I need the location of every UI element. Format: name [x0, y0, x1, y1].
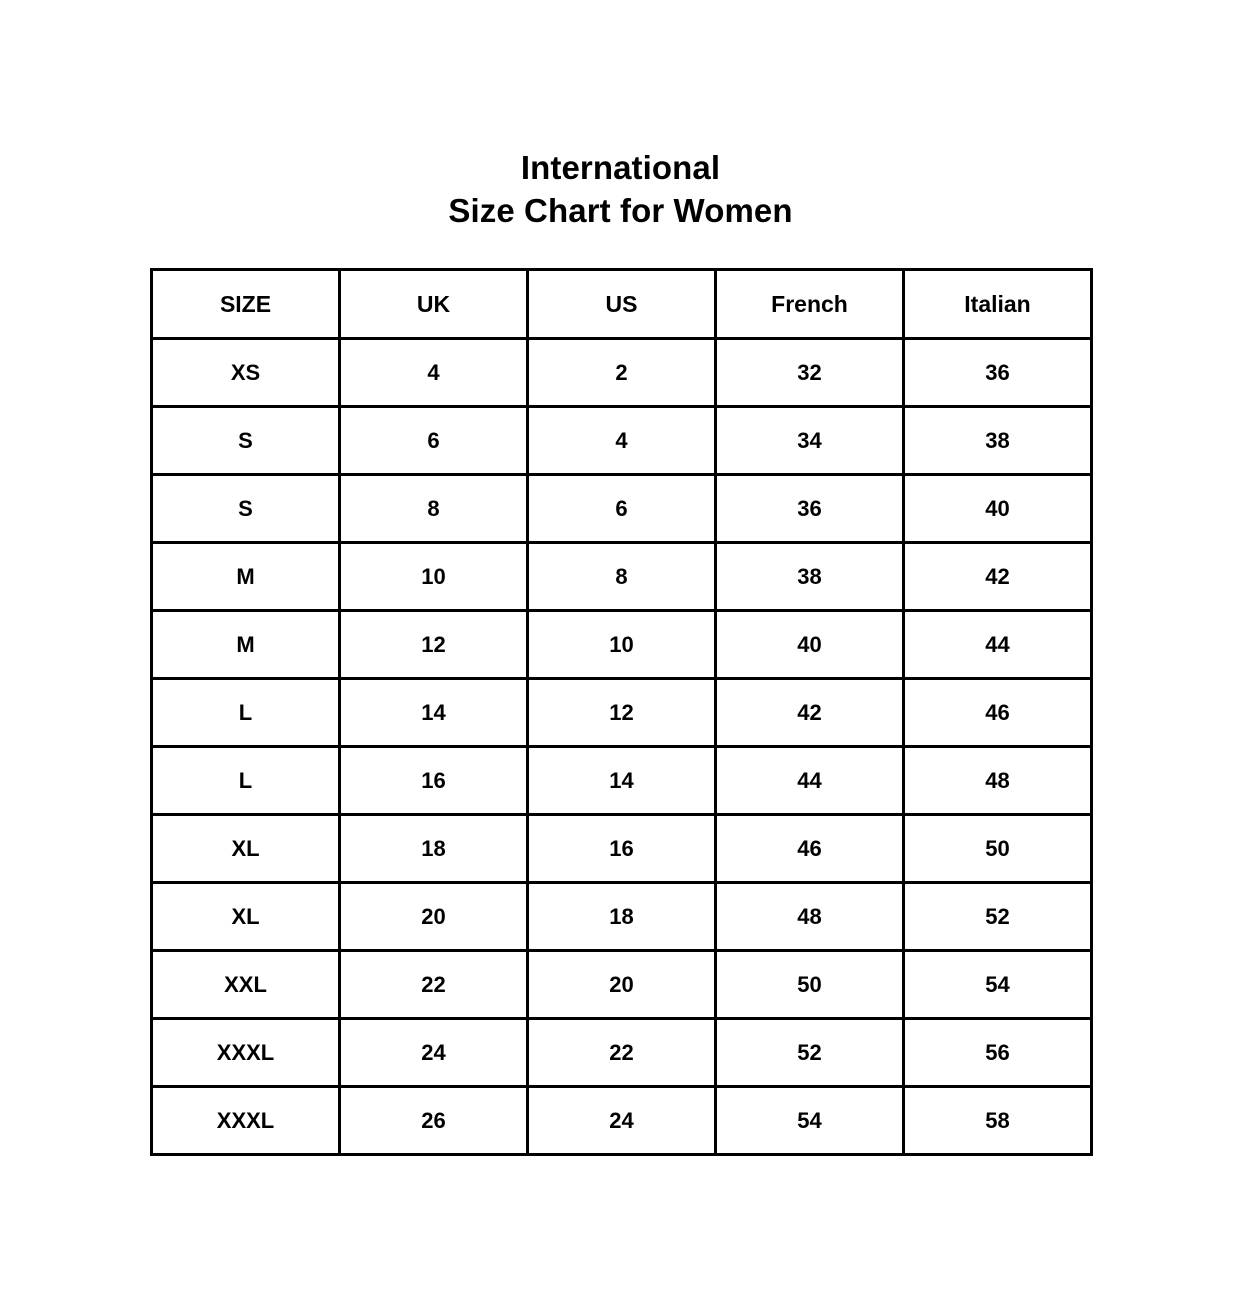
table-row: XXL 22 20 50 54 — [150, 949, 1093, 1020]
cell-french: 34 — [714, 405, 905, 476]
table-body: XS 4 2 32 36 S 6 4 34 38 S 8 6 36 40 M 10 8 38 42 M 12 10 40 44 L… — [150, 337, 1093, 1156]
page-title: International Size Chart for Women — [0, 146, 1241, 232]
cell-us: 24 — [526, 1085, 717, 1156]
cell-size: M — [150, 609, 341, 680]
table-row: XL 20 18 48 52 — [150, 881, 1093, 952]
table-row: L 14 12 42 46 — [150, 677, 1093, 748]
cell-uk: 18 — [338, 813, 529, 884]
table-row: M 12 10 40 44 — [150, 609, 1093, 680]
page-title-line-2: Size Chart for Women — [448, 192, 793, 229]
cell-french: 54 — [714, 1085, 905, 1156]
table-row: XS 4 2 32 36 — [150, 337, 1093, 408]
table-row: XL 18 16 46 50 — [150, 813, 1093, 884]
size-chart-table-container: SIZE UK US French Italian XS 4 2 32 36 S 6 4 34 38 S 8 6… — [150, 268, 1093, 1156]
cell-french: 46 — [714, 813, 905, 884]
cell-uk: 4 — [338, 337, 529, 408]
table-row: XXXL 26 24 54 58 — [150, 1085, 1093, 1156]
cell-us: 16 — [526, 813, 717, 884]
cell-french: 42 — [714, 677, 905, 748]
cell-uk: 12 — [338, 609, 529, 680]
cell-italian: 36 — [902, 337, 1093, 408]
table-header: SIZE UK US French Italian — [150, 268, 1093, 340]
cell-italian: 52 — [902, 881, 1093, 952]
cell-us: 8 — [526, 541, 717, 612]
cell-size: XXXL — [150, 1085, 341, 1156]
cell-italian: 40 — [902, 473, 1093, 544]
table-row: L 16 14 44 48 — [150, 745, 1093, 816]
table-row: XXXL 24 22 52 56 — [150, 1017, 1093, 1088]
cell-uk: 8 — [338, 473, 529, 544]
column-header-us: US — [526, 268, 717, 340]
cell-us: 4 — [526, 405, 717, 476]
table-row: M 10 8 38 42 — [150, 541, 1093, 612]
cell-italian: 58 — [902, 1085, 1093, 1156]
cell-italian: 50 — [902, 813, 1093, 884]
cell-french: 52 — [714, 1017, 905, 1088]
cell-italian: 44 — [902, 609, 1093, 680]
cell-uk: 14 — [338, 677, 529, 748]
cell-us: 18 — [526, 881, 717, 952]
cell-size: L — [150, 677, 341, 748]
cell-us: 10 — [526, 609, 717, 680]
column-header-size: SIZE — [150, 268, 341, 340]
cell-italian: 54 — [902, 949, 1093, 1020]
column-header-french: French — [714, 268, 905, 340]
cell-french: 36 — [714, 473, 905, 544]
cell-uk: 20 — [338, 881, 529, 952]
table-row: S 6 4 34 38 — [150, 405, 1093, 476]
cell-italian: 46 — [902, 677, 1093, 748]
cell-french: 38 — [714, 541, 905, 612]
cell-french: 40 — [714, 609, 905, 680]
cell-size: M — [150, 541, 341, 612]
cell-italian: 38 — [902, 405, 1093, 476]
cell-uk: 6 — [338, 405, 529, 476]
cell-size: XXXL — [150, 1017, 341, 1088]
cell-italian: 56 — [902, 1017, 1093, 1088]
cell-size: S — [150, 473, 341, 544]
cell-size: XXL — [150, 949, 341, 1020]
column-header-uk: UK — [338, 268, 529, 340]
cell-us: 20 — [526, 949, 717, 1020]
cell-size: S — [150, 405, 341, 476]
cell-uk: 26 — [338, 1085, 529, 1156]
column-header-italian: Italian — [902, 268, 1093, 340]
cell-us: 22 — [526, 1017, 717, 1088]
cell-french: 48 — [714, 881, 905, 952]
cell-french: 44 — [714, 745, 905, 816]
cell-size: L — [150, 745, 341, 816]
cell-french: 32 — [714, 337, 905, 408]
cell-size: XL — [150, 881, 341, 952]
cell-uk: 24 — [338, 1017, 529, 1088]
cell-uk: 16 — [338, 745, 529, 816]
cell-italian: 48 — [902, 745, 1093, 816]
cell-french: 50 — [714, 949, 905, 1020]
cell-us: 14 — [526, 745, 717, 816]
size-chart-table: SIZE UK US French Italian XS 4 2 32 36 S 6 4 34 38 S 8 6… — [150, 268, 1093, 1156]
cell-size: XL — [150, 813, 341, 884]
table-row: S 8 6 36 40 — [150, 473, 1093, 544]
page-title-line-1: International — [520, 149, 721, 186]
cell-uk: 10 — [338, 541, 529, 612]
cell-us: 6 — [526, 473, 717, 544]
cell-italian: 42 — [902, 541, 1093, 612]
table-header-row: SIZE UK US French Italian — [150, 268, 1093, 340]
cell-us: 12 — [526, 677, 717, 748]
cell-size: XS — [150, 337, 341, 408]
cell-us: 2 — [526, 337, 717, 408]
cell-uk: 22 — [338, 949, 529, 1020]
